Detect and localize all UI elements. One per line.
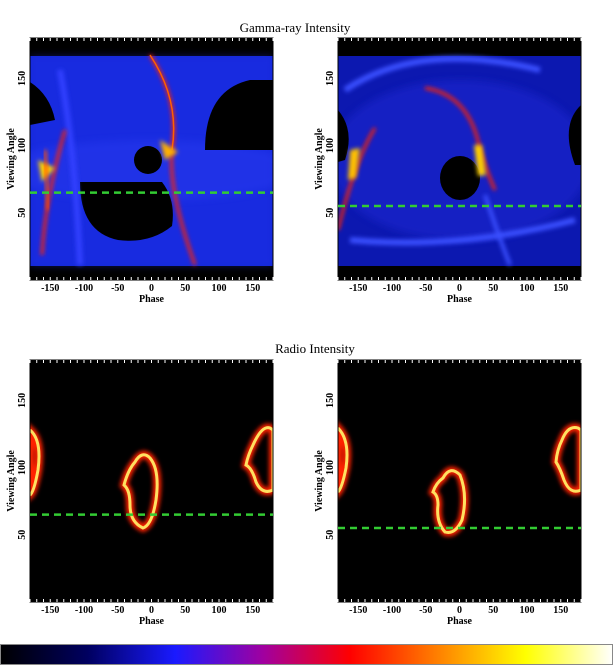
x-tick-label: 100 [520, 283, 535, 294]
x-tick-label: 100 [212, 283, 227, 294]
y-tick-label: 100 [325, 460, 336, 475]
gamma-title: Gamma-ray Intensity [240, 20, 351, 35]
x-tick-label: 100 [520, 605, 535, 616]
x-tick-label: -100 [75, 283, 93, 294]
gamma-left-heatmap [30, 38, 273, 280]
x-axis-label: Phase [139, 616, 165, 627]
x-tick-label: -150 [41, 605, 59, 616]
y-tick-label: 50 [325, 530, 336, 540]
x-tick-label: -50 [111, 605, 124, 616]
y-axis-label: Viewing Angle [314, 128, 325, 190]
y-tick-label: 100 [325, 138, 336, 153]
x-tick-label: 50 [180, 605, 190, 616]
y-tick-label: 150 [17, 393, 28, 408]
y-tick-label: 50 [325, 208, 336, 218]
colorbar [0, 644, 613, 665]
x-tick-label: -150 [349, 605, 367, 616]
x-tick-label: 150 [245, 605, 260, 616]
x-tick-label: 0 [149, 283, 154, 294]
x-tick-label: 50 [488, 283, 498, 294]
x-axis-label: Phase [447, 294, 473, 305]
x-tick-label: 150 [245, 283, 260, 294]
x-tick-label: -100 [383, 605, 401, 616]
x-tick-label: -150 [41, 283, 59, 294]
y-axis-label: Viewing Angle [314, 450, 325, 512]
x-tick-label: 150 [553, 283, 568, 294]
x-tick-label: 0 [149, 605, 154, 616]
x-tick-label: 0 [457, 283, 462, 294]
x-tick-label: -50 [419, 283, 432, 294]
gamma-right-heatmap [338, 38, 581, 280]
x-tick-label: 100 [212, 605, 227, 616]
y-axis-label: Viewing Angle [6, 128, 17, 190]
y-tick-label: 150 [325, 71, 336, 86]
radio-title: Radio Intensity [275, 341, 355, 356]
x-tick-label: -100 [75, 605, 93, 616]
axes-layer: -150 -100 -50 0 50 100 150 50 100 150 Phase Viewing… [6, 38, 582, 627]
x-tick-label: -100 [383, 283, 401, 294]
radio-left-heatmap [30, 360, 273, 602]
y-tick-label: 50 [17, 530, 28, 540]
x-axis-label: Phase [447, 616, 473, 627]
x-tick-label: 0 [457, 605, 462, 616]
x-tick-label: -50 [419, 605, 432, 616]
y-tick-label: 50 [17, 208, 28, 218]
x-tick-label: -50 [111, 283, 124, 294]
x-tick-label: 150 [553, 605, 568, 616]
y-tick-label: 150 [325, 393, 336, 408]
y-axis-label: Viewing Angle [6, 450, 17, 512]
radio-right-heatmap [338, 360, 581, 602]
y-tick-label: 100 [17, 460, 28, 475]
y-tick-label: 100 [17, 138, 28, 153]
y-tick-label: 150 [17, 71, 28, 86]
x-axis-label: Phase [139, 294, 165, 305]
x-tick-label: -150 [349, 283, 367, 294]
x-tick-label: 50 [488, 605, 498, 616]
x-tick-label: 50 [180, 283, 190, 294]
